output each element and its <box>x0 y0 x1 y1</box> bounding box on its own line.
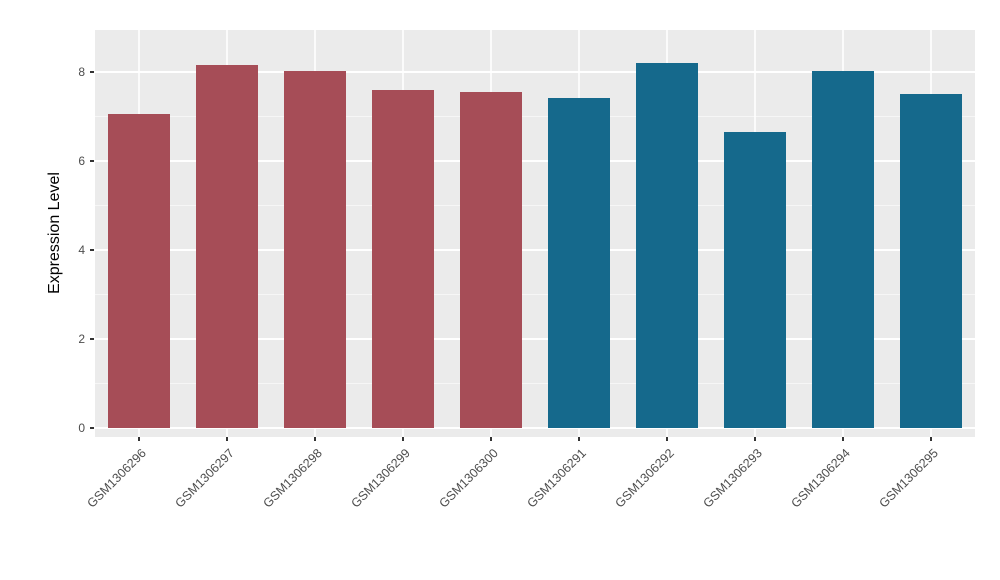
axis-tick <box>90 71 94 73</box>
bar <box>812 71 874 428</box>
bar <box>196 65 258 428</box>
axis-tick <box>314 437 316 441</box>
grid-line-minor <box>95 116 975 117</box>
axis-tick <box>90 160 94 162</box>
y-tick-label: 0 <box>78 421 85 435</box>
bar <box>548 97 610 428</box>
y-tick-label: 8 <box>78 65 85 79</box>
grid-line-minor <box>95 294 975 295</box>
bar <box>460 92 522 428</box>
bar <box>284 71 346 428</box>
y-axis-title: Expression Level <box>46 172 63 294</box>
bar <box>724 132 786 428</box>
bar <box>636 63 698 428</box>
grid-line-major <box>95 427 975 429</box>
grid-line-major <box>95 249 975 251</box>
y-tick-label: 6 <box>78 154 85 168</box>
axis-tick <box>666 437 668 441</box>
grid-line-minor <box>95 205 975 206</box>
axis-tick <box>490 437 492 441</box>
grid-line-major <box>95 160 975 162</box>
bar <box>108 114 170 428</box>
axis-tick <box>90 338 94 340</box>
grid-line-major <box>95 338 975 340</box>
axis-tick <box>754 437 756 441</box>
axis-tick <box>90 427 94 429</box>
bar <box>900 94 962 428</box>
grid-line-major <box>95 71 975 73</box>
axis-tick <box>930 437 932 441</box>
bar <box>372 89 434 428</box>
y-tick-label: 2 <box>78 332 85 346</box>
y-tick-label: 4 <box>78 243 85 257</box>
axis-tick <box>842 437 844 441</box>
plot-panel <box>95 30 975 437</box>
axis-tick <box>578 437 580 441</box>
grid-line-minor <box>95 383 975 384</box>
axis-tick <box>226 437 228 441</box>
axis-tick <box>90 249 94 251</box>
axis-tick <box>402 437 404 441</box>
axis-tick <box>138 437 140 441</box>
